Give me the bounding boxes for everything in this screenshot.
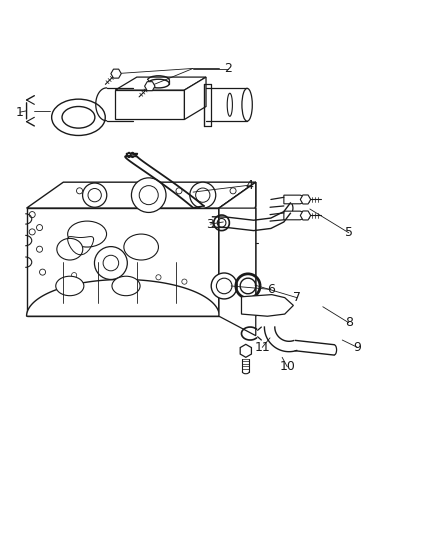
Polygon shape [219, 208, 256, 336]
Polygon shape [165, 297, 187, 308]
Text: 5: 5 [345, 227, 353, 239]
Ellipse shape [67, 221, 106, 247]
Polygon shape [300, 195, 311, 204]
Polygon shape [300, 211, 311, 220]
Polygon shape [145, 82, 155, 91]
Text: 11: 11 [254, 341, 270, 354]
Text: 6: 6 [267, 283, 275, 296]
Polygon shape [27, 208, 219, 316]
Circle shape [190, 182, 216, 208]
Circle shape [95, 247, 127, 279]
Ellipse shape [124, 234, 159, 260]
Circle shape [131, 178, 166, 213]
Polygon shape [284, 211, 304, 220]
Circle shape [196, 188, 210, 203]
Circle shape [77, 188, 83, 194]
Text: 1: 1 [16, 106, 24, 119]
Text: 2: 2 [224, 62, 232, 75]
Polygon shape [184, 77, 206, 119]
Polygon shape [219, 182, 256, 316]
Polygon shape [115, 90, 184, 119]
Text: 9: 9 [353, 341, 361, 354]
Polygon shape [111, 69, 121, 78]
Polygon shape [284, 195, 304, 204]
Text: 7: 7 [293, 291, 301, 304]
Polygon shape [115, 77, 206, 90]
Text: 4: 4 [245, 179, 253, 192]
Ellipse shape [57, 238, 83, 260]
Polygon shape [87, 297, 109, 308]
Circle shape [103, 255, 119, 271]
Polygon shape [53, 297, 74, 308]
Circle shape [139, 185, 158, 205]
Text: 3: 3 [206, 217, 214, 231]
Circle shape [176, 188, 182, 194]
Polygon shape [241, 295, 293, 316]
Text: 8: 8 [345, 316, 353, 329]
Circle shape [39, 269, 46, 275]
Text: 10: 10 [279, 360, 295, 373]
Circle shape [211, 273, 237, 299]
Circle shape [71, 272, 77, 278]
Ellipse shape [56, 276, 84, 296]
Circle shape [83, 183, 107, 207]
Circle shape [230, 188, 236, 194]
Circle shape [156, 274, 161, 280]
Circle shape [182, 279, 187, 284]
Circle shape [29, 212, 35, 217]
Polygon shape [126, 297, 148, 308]
Polygon shape [27, 279, 219, 316]
Polygon shape [27, 182, 256, 208]
Circle shape [36, 246, 42, 252]
Circle shape [88, 189, 101, 202]
Polygon shape [219, 182, 256, 316]
Ellipse shape [112, 276, 140, 296]
Circle shape [36, 224, 42, 231]
Polygon shape [240, 344, 251, 357]
Circle shape [29, 229, 35, 235]
Circle shape [216, 278, 232, 294]
